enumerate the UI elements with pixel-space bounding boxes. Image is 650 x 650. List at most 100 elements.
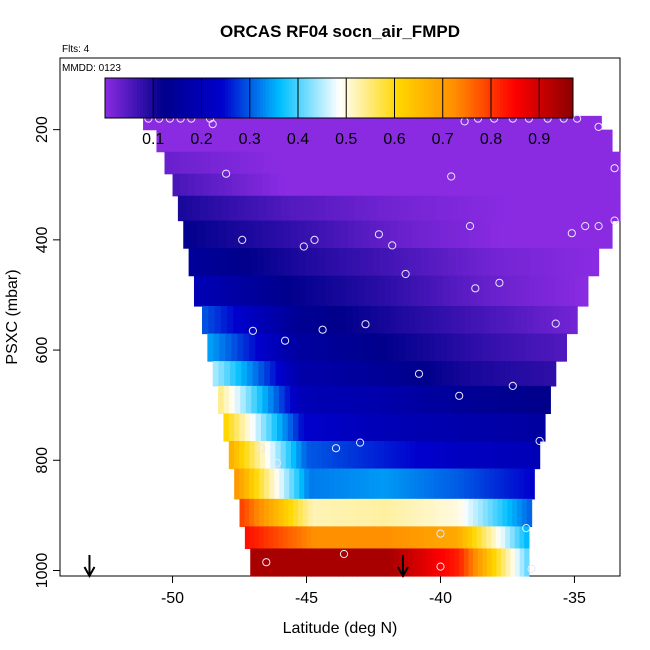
heatmap-cell — [354, 220, 363, 249]
heatmap-cell — [428, 385, 435, 415]
colorbar-segment — [415, 78, 419, 118]
heatmap-cell — [470, 173, 479, 197]
heatmap-cell — [369, 468, 375, 500]
heatmap-cell — [468, 548, 474, 577]
heatmap-cell — [452, 151, 462, 175]
heatmap-cell — [472, 195, 481, 222]
heatmap-cell — [244, 195, 253, 222]
heatmap-cell — [325, 275, 333, 307]
heatmap-cell — [410, 275, 418, 307]
heatmap-cell — [532, 115, 541, 131]
heatmap-cell — [188, 115, 198, 131]
flights-label: Flts: 4 — [62, 44, 90, 55]
heatmap-cell — [542, 333, 550, 362]
heatmap-cell — [331, 275, 339, 307]
heatmap-cell — [290, 385, 297, 415]
heatmap-cell — [461, 385, 468, 415]
colorbar-segment — [119, 78, 124, 118]
heatmap-cell — [277, 129, 287, 153]
data-point — [388, 241, 397, 250]
colorbar-segment — [186, 78, 191, 118]
heatmap-cell — [475, 129, 484, 153]
heatmap-cell — [428, 333, 436, 362]
heatmap-cell — [315, 526, 322, 550]
heatmap-cell — [452, 129, 461, 153]
heatmap-cell — [354, 195, 363, 222]
heatmap-cell — [356, 115, 366, 131]
heatmap-cell — [523, 173, 532, 197]
heatmap-cell — [279, 333, 286, 362]
heatmap-cell — [437, 413, 444, 442]
heatmap-cell — [305, 548, 312, 577]
heatmap-cell — [534, 413, 541, 442]
heatmap-cell — [453, 413, 460, 442]
heatmap-cell — [583, 220, 592, 249]
heatmap-cell — [544, 361, 551, 387]
heatmap-cell — [510, 548, 516, 577]
colorbar-segment — [356, 78, 360, 118]
heatmap-cell — [158, 115, 167, 131]
heatmap-cell — [401, 361, 408, 387]
heatmap-cell — [329, 548, 335, 577]
heatmap-cell — [440, 115, 450, 131]
heatmap-cell — [589, 151, 598, 175]
heatmap-cell — [391, 526, 397, 550]
heatmap-cell — [415, 526, 421, 550]
heatmap-cell — [471, 115, 480, 131]
heatmap-cell — [489, 385, 496, 415]
heatmap-cell — [503, 440, 510, 470]
heatmap-cell — [310, 195, 319, 222]
heatmap-cell — [303, 115, 312, 131]
heatmap-cell — [495, 305, 503, 335]
heatmap-cell — [270, 129, 279, 153]
heatmap-cell — [250, 413, 257, 442]
heatmap-cell — [376, 195, 385, 222]
data-point — [248, 326, 257, 335]
heatmap-cell — [319, 413, 326, 442]
heatmap-cell — [392, 151, 401, 175]
heatmap-cell — [356, 498, 362, 527]
colorbar-segment — [502, 78, 507, 118]
heatmap-cell — [434, 468, 440, 500]
heatmap-cell — [528, 413, 535, 442]
heatmap-cell — [363, 440, 370, 470]
colorbar-segment — [303, 78, 308, 118]
colorbar-segment — [292, 78, 296, 118]
heatmap-cell — [516, 195, 525, 222]
heatmap-cell — [268, 548, 275, 577]
heatmap-cell — [302, 305, 309, 335]
heatmap-cell — [512, 333, 520, 362]
colorbar-segment — [148, 78, 153, 118]
colorbar-segment — [456, 78, 460, 118]
heatmap-cell — [281, 361, 288, 387]
heatmap-cell — [433, 305, 441, 335]
heatmap-cell — [364, 305, 372, 335]
heatmap-cell — [404, 440, 411, 470]
colorbar-tick-label: 0.9 — [528, 131, 550, 148]
heatmap-cell — [358, 305, 366, 335]
colorbar-segment — [534, 78, 539, 118]
heatmap-cell — [258, 195, 267, 222]
colorbar-segment — [417, 78, 422, 118]
heatmap-cell — [318, 275, 326, 307]
heatmap-cell — [266, 195, 275, 222]
colorbar-segment — [312, 78, 317, 118]
data-point — [447, 172, 456, 181]
heatmap-cell — [464, 413, 471, 442]
heatmap-cell — [509, 248, 518, 277]
heatmap-cell — [428, 195, 437, 222]
heatmap-cell — [513, 129, 522, 153]
heatmap-cell — [439, 385, 446, 415]
heatmap-cell — [544, 385, 551, 415]
heatmap-cell — [373, 173, 382, 197]
heatmap-cell — [504, 468, 510, 500]
heatmap-cell — [472, 440, 479, 470]
heatmap-cell — [317, 385, 324, 415]
heatmap-cell — [366, 248, 374, 277]
heatmap-cell — [309, 361, 317, 387]
colorbar-segment — [219, 78, 223, 118]
heatmap-cell — [590, 173, 599, 197]
heatmap-cell — [303, 195, 312, 222]
heatmap-cell — [582, 173, 591, 197]
heatmap-cell — [202, 305, 209, 335]
